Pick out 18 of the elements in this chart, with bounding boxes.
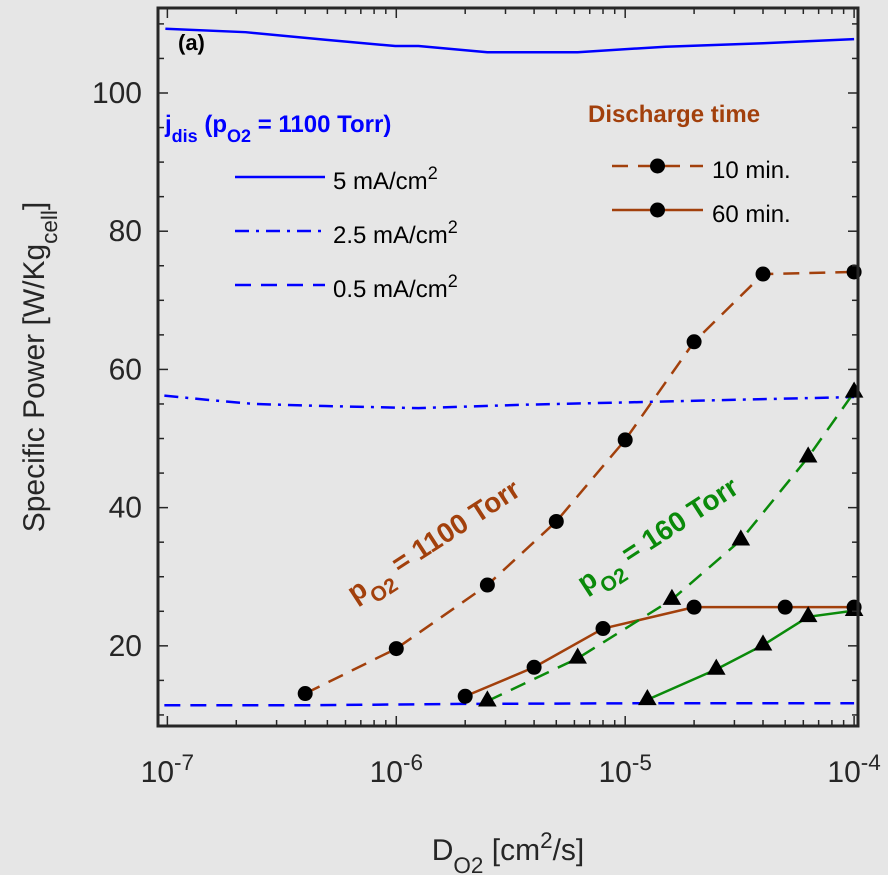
y-tick-label: 20 xyxy=(108,630,142,663)
y-tick-label: 60 xyxy=(108,353,142,386)
x-tick-label: 10$^{-6}$ xyxy=(370,750,423,789)
x-tick-label: 10$^{-5}$ xyxy=(598,750,652,789)
legend-label: 5 mA/cm$^{2}$ xyxy=(333,163,438,195)
y-tick-label: 40 xyxy=(108,492,142,525)
x-axis-title: D$_{O2}$ [cm$^{2}$/s] xyxy=(432,828,584,875)
legend-label: 60 min. xyxy=(712,201,791,228)
y-tick-label: 100 xyxy=(92,77,142,110)
y-tick-label: 80 xyxy=(108,215,142,248)
legend-label: 10 min. xyxy=(712,157,791,184)
legend-label: 0.5 mA/cm$^{2}$ xyxy=(333,271,458,303)
x-tick-label: 10$^{-4}$ xyxy=(827,750,881,789)
legend-label: 2.5 mA/cm$^{2}$ xyxy=(333,217,458,249)
legend-title: j$_{dis}$ (p$_{O2}$ = 1100 Torr) xyxy=(164,111,392,146)
annotation: Discharge time xyxy=(588,101,760,128)
x-tick-label: 10$^{-7}$ xyxy=(140,750,194,789)
annotation: (a) xyxy=(178,30,205,55)
